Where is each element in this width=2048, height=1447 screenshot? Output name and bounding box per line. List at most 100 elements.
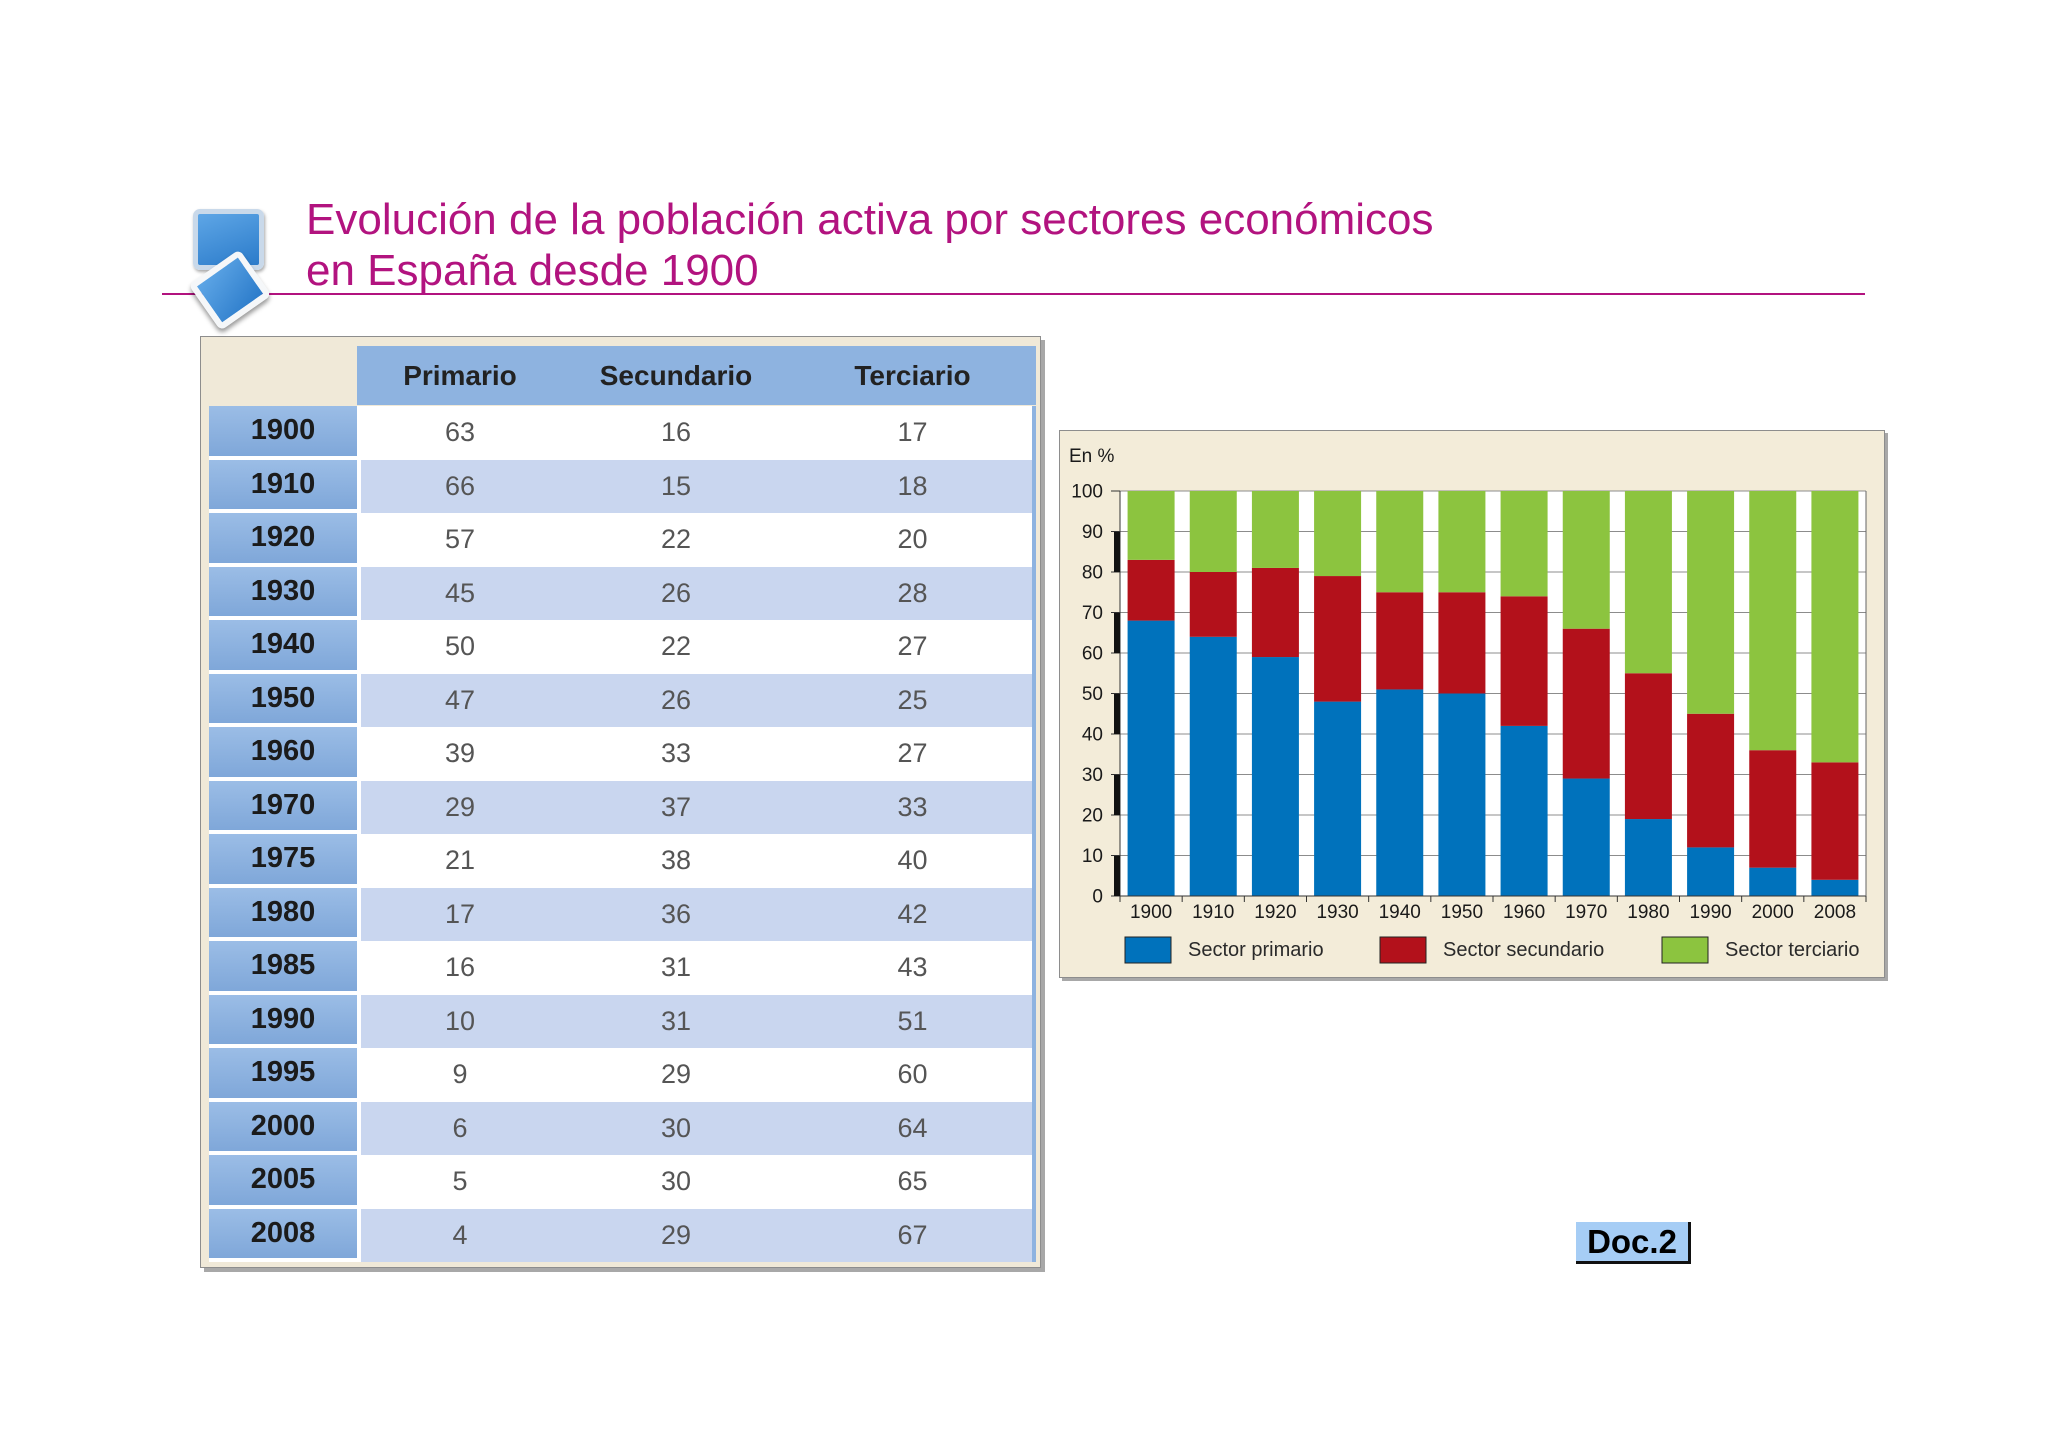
table-row: 1990 10 31 51 [209,994,1036,1048]
axis-scale-segment [1114,855,1120,896]
table-row: 2005 5 30 65 [209,1155,1036,1209]
table-right-edge [1032,406,1036,460]
axis-scale-segment [1114,612,1120,653]
table-row: 2008 4 29 67 [209,1208,1036,1262]
cell-terciario: 43 [793,941,1032,995]
bar-sector-secundario-1920 [1251,567,1299,658]
bar-sector-secundario-1980 [1624,673,1672,820]
table-right-edge [1032,834,1036,888]
table-row: 1995 9 29 60 [209,1048,1036,1102]
year-cell: 1975 [209,834,357,888]
x-tick-label: 1960 [1503,902,1545,923]
stacked-bar-chart: 0 10 20 30 40 50 60 70 80 90 100 1900 1910 1920 1930 19… [1069,446,1867,964]
cell-terciario: 51 [793,994,1032,1048]
x-tick-label: 1920 [1254,902,1296,923]
cell-terciario: 27 [793,620,1032,674]
x-tick-label: 2000 [1752,902,1794,923]
bar-sector-secundario-1900 [1127,559,1175,621]
y-tick-label: 80 [1082,563,1103,584]
year-cell: 1985 [209,941,357,995]
bar-sector-terciario-1940 [1376,491,1424,593]
table-row: 1950 47 26 25 [209,673,1036,727]
cell-terciario: 25 [793,673,1032,727]
column-divider [357,941,361,995]
cell-secundario: 38 [559,834,793,888]
column-divider [357,406,361,460]
table-row: 2000 6 30 64 [209,1101,1036,1155]
cell-terciario: 42 [793,887,1032,941]
table-body: 1900 63 16 17 1910 66 15 18 1920 57 22 20 1930 45 26 28… [209,406,1036,1262]
cell-terciario: 40 [793,834,1032,888]
axis-scale-segment [1114,693,1120,734]
y-tick-label: 10 [1082,846,1103,867]
bar-sector-terciario-1900 [1127,491,1175,560]
table-header-row: Primario Secundario Terciario [209,346,1036,405]
bar-sector-primario-1910 [1189,636,1237,896]
cell-terciario: 27 [793,727,1032,781]
year-cell: 1910 [209,459,357,513]
year-cell: 2000 [209,1101,357,1155]
table-header-cells: Primario Secundario Terciario [357,346,1036,405]
cell-primario: 57 [361,513,559,567]
table-row: 1920 57 22 20 [209,513,1036,567]
year-cell: 1995 [209,1048,357,1102]
legend-swatch-sector-secundario [1379,936,1427,964]
table-right-edge [1032,1101,1036,1155]
page-title: Evolución de la población activa por sec… [306,194,1434,296]
cell-terciario: 20 [793,513,1032,567]
bar-sector-secundario-1960 [1500,596,1548,726]
x-tick-label: 1910 [1192,902,1234,923]
cell-secundario: 22 [559,513,793,567]
table-row: 1975 21 38 40 [209,834,1036,888]
page-title-line-1: Evolución de la población activa por sec… [306,195,1434,244]
bar-sector-secundario-1970 [1562,628,1610,779]
year-cell: 1900 [209,406,357,460]
bar-sector-primario-1980 [1624,819,1672,896]
cell-secundario: 15 [559,459,793,513]
table-row: 1940 50 22 27 [209,620,1036,674]
column-header-primario: Primario [403,359,517,391]
cell-terciario: 65 [793,1155,1032,1209]
x-tick-label: 1940 [1379,902,1421,923]
y-tick-label: 50 [1082,684,1103,705]
legend-swatch-sector-terciario [1661,936,1709,964]
y-tick-label: 100 [1071,482,1103,503]
bar-sector-terciario-1960 [1500,491,1548,597]
cell-terciario: 64 [793,1101,1032,1155]
bar-sector-secundario-2008 [1811,762,1859,880]
bar-sector-primario-1920 [1251,657,1299,896]
y-tick-label: 60 [1082,644,1103,665]
cell-primario: 4 [361,1208,559,1262]
table-row: 1980 17 36 42 [209,887,1036,941]
bar-sector-secundario-1990 [1687,713,1735,848]
y-tick-label: 30 [1082,765,1103,786]
year-cell: 2008 [209,1208,357,1262]
bar-sector-primario-2000 [1749,867,1797,896]
column-header-terciario: Terciario [854,359,971,391]
column-header-secundario: Secundario [599,359,753,391]
column-divider [357,513,361,567]
year-cell: 1950 [209,673,357,727]
cell-terciario: 28 [793,566,1032,620]
table-row: 1960 39 33 27 [209,727,1036,781]
bar-sector-terciario-2000 [1749,491,1797,751]
table-row: 1985 16 31 43 [209,941,1036,995]
cell-secundario: 31 [559,941,793,995]
column-divider [357,780,361,834]
year-cell: 1920 [209,513,357,567]
table-right-edge [1032,780,1036,834]
year-cell: 1940 [209,620,357,674]
legend-label-sector-terciario: Sector terciario [1725,939,1860,961]
cell-secundario: 16 [559,406,793,460]
x-tick-label: 1970 [1565,902,1607,923]
page-title-line-2: en España desde 1900 [306,246,759,295]
cell-secundario: 29 [559,1048,793,1102]
bar-sector-terciario-1970 [1562,491,1610,629]
column-divider [357,994,361,1048]
bar-sector-terciario-1990 [1687,491,1735,714]
table-right-edge [1032,620,1036,674]
table-right-edge [1032,566,1036,620]
data-table-panel: Primario Secundario Terciario 1900 63 16 17… [200,336,1041,1268]
bar-sector-terciario-2008 [1811,491,1859,763]
cell-primario: 17 [361,887,559,941]
